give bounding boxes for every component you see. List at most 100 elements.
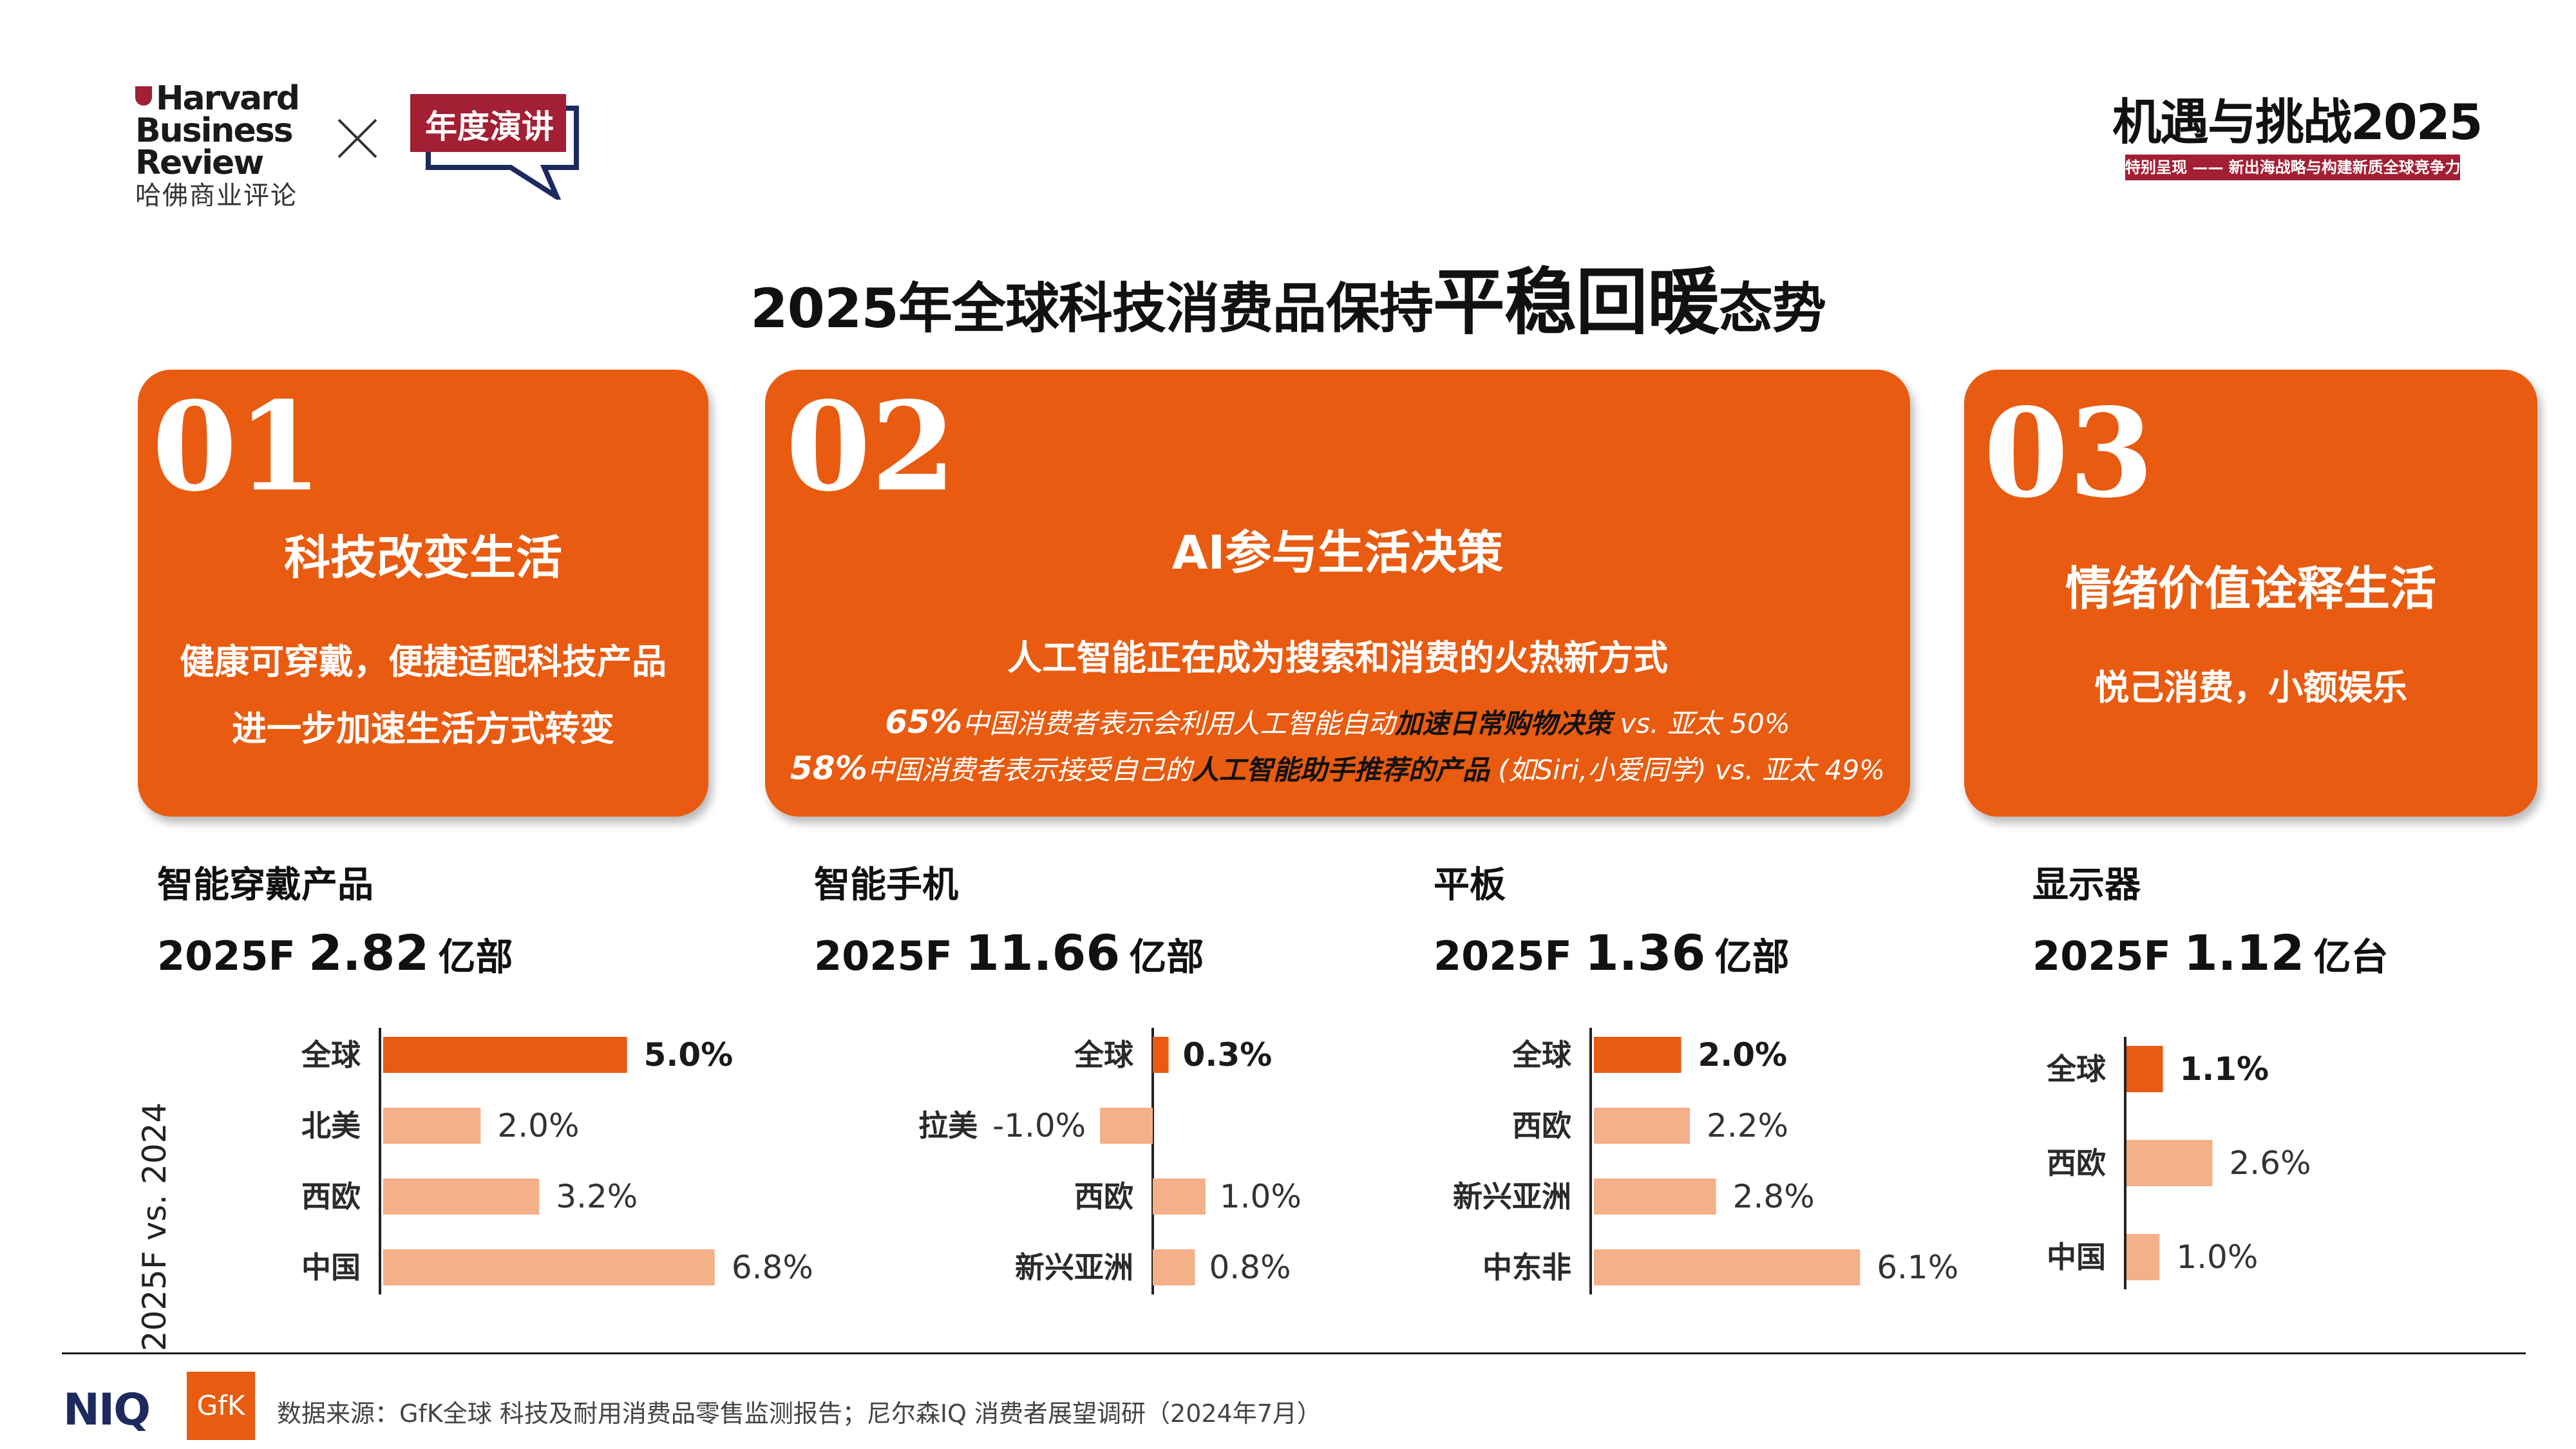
chart-3-unit: 亿部	[1714, 935, 1790, 979]
chart-1-value-label-2: 3.2%	[556, 1178, 638, 1215]
chart-2-total: 2025F 11.66 亿部	[814, 921, 1303, 985]
annual-speech-label: 年度演讲	[425, 108, 554, 146]
chart-1-category-3: 中国	[301, 1250, 361, 1285]
chart-2-unit: 亿部	[1129, 935, 1204, 979]
chart-3-category-3: 中东非	[1482, 1250, 1571, 1285]
smartphone-bar-chart: 全球 0.3% 拉美 -1.0% 西欧 1.0% 新兴亚洲 0.8%	[918, 1028, 1302, 1294]
event-subtitle: 特别呈现 —— 新出海战略与构建新质全球竞争力	[2125, 155, 2461, 180]
hbr-chinese-name: 哈佛商业评论	[135, 181, 298, 211]
tablet-bar-chart: 全球 2.0% 西欧 2.2% 新兴亚洲 2.8% 中东非 6.1%	[1453, 1028, 1958, 1294]
data-source-note: 数据来源：GfK全球 科技及耐用消费品零售监测报告；尼尔森IQ 消费者展望调研（…	[277, 1399, 1321, 1428]
page-title-emphasis: 平稳回暖	[1432, 261, 1719, 345]
chart-4-category-1: 西欧	[2047, 1146, 2106, 1180]
hbr-line-2: Business	[135, 111, 294, 150]
chart-3-value-label-1: 2.2%	[1707, 1107, 1788, 1144]
chart-4-bar-1	[2126, 1140, 2213, 1186]
card-01-title: 科技改变生活	[283, 531, 562, 585]
card-01-line-2: 进一步加速生活方式转变	[232, 708, 614, 749]
chart-3-value: 1.36	[1584, 924, 1706, 981]
stat-1-text: 中国消费者表示会利用人工智能自动	[962, 708, 1396, 739]
chart-2-value-label-2: 1.0%	[1220, 1178, 1302, 1215]
chart-3-total: 2025F 1.36 亿部	[1434, 921, 1923, 985]
chart-4-year: 2025F	[2032, 933, 2171, 980]
chart-1-category-2: 西欧	[301, 1179, 361, 1214]
hbr-shield-icon	[135, 86, 152, 106]
chart-1-unit: 亿部	[438, 935, 513, 979]
chart-4-category-2: 中国	[2047, 1240, 2106, 1274]
stat-2-percent: 58%	[790, 750, 867, 787]
chart-1-value-label-3: 6.8%	[732, 1249, 813, 1286]
chart-4-value-label-0: 1.1%	[2179, 1050, 2269, 1088]
chart-2-title: 智能手机	[814, 864, 958, 906]
stat-2-comparison: (如Siri,小爱同学) vs. 亚太 49%	[1489, 754, 1885, 786]
stat-1-highlight: 加速日常购物决策	[1395, 708, 1612, 739]
page-title-part3: 态势	[1718, 277, 1826, 340]
hbr-line-3: Review	[135, 144, 264, 182]
chart-4-title: 显示器	[2032, 864, 2141, 906]
cross-icon	[337, 118, 377, 158]
chart-3-category-1: 西欧	[1512, 1108, 1571, 1143]
chart-2-bar-1	[1100, 1108, 1153, 1144]
chart-4-bar-0	[2126, 1046, 2163, 1092]
card-02-title: AI参与生活决策	[1171, 526, 1504, 580]
hbr-line-1: Harvard	[156, 79, 300, 118]
chart-2-category-0: 全球	[1074, 1037, 1134, 1072]
chart-3-year: 2025F	[1434, 933, 1572, 980]
chart-4-category-0: 全球	[2046, 1052, 2107, 1086]
card-01: 01 科技改变生活 健康可穿戴，便捷适配科技产品 进一步加速生活方式转变	[138, 370, 708, 817]
stat-2-highlight: 人工智能助手推荐的产品	[1191, 754, 1490, 786]
chart-2-value: 11.66	[965, 924, 1121, 981]
event-title: 机遇与挑战2025	[2112, 93, 2483, 151]
chart-4-value-label-2: 1.0%	[2176, 1238, 2258, 1276]
wearables-bar-chart: 全球 5.0% 北美 2.0% 西欧 3.2% 中国 6.8%	[301, 1028, 813, 1294]
chart-2-value-label-0: 0.3%	[1183, 1036, 1273, 1074]
chart-3-bar-3	[1594, 1249, 1861, 1285]
chart-1-value-label-1: 2.0%	[497, 1107, 579, 1144]
card-03-title: 情绪价值诠释生活	[2065, 562, 2436, 616]
stat-2-text: 中国消费者表示接受自己的	[867, 754, 1192, 786]
chart-1-category-1: 北美	[301, 1108, 361, 1143]
chart-1-value: 2.82	[308, 924, 430, 981]
footer-divider	[62, 1352, 2526, 1354]
hbr-logo: Harvard Business Review 哈佛商业评论	[135, 82, 322, 213]
chart-2-category-3: 新兴亚洲	[1015, 1250, 1133, 1285]
page-title: 2025年全球科技消费品保持平稳回暖态势	[0, 258, 2576, 348]
niq-logo: NIQ	[63, 1385, 151, 1435]
chart-3-bar-2	[1594, 1179, 1716, 1215]
speech-bubble-icon	[410, 94, 579, 200]
chart-3-category-2: 新兴亚洲	[1453, 1179, 1571, 1214]
chart-4-unit: 亿台	[2313, 935, 2389, 979]
chart-3-category-0: 全球	[1511, 1037, 1572, 1072]
chart-2-category-2: 西欧	[1074, 1179, 1133, 1214]
card-01-line-1: 健康可穿戴，便捷适配科技产品	[180, 641, 667, 682]
chart-3-value-label-3: 6.1%	[1877, 1249, 1958, 1286]
card-02-number: 02	[786, 375, 956, 518]
card-02-stat-1: 65%中国消费者表示会利用人工智能自动加速日常购物决策 vs. 亚太 50%	[765, 699, 1910, 744]
chart-2-year: 2025F	[814, 933, 952, 980]
chart-1-total: 2025F 2.82 亿部	[157, 921, 647, 985]
chart-1-value-label-0: 5.0%	[644, 1036, 734, 1074]
chart-4-total: 2025F 1.12 亿台	[2032, 921, 2522, 985]
chart-2-value-label-3: 0.8%	[1209, 1249, 1291, 1286]
stat-1-comparison: vs. 亚太 50%	[1611, 708, 1790, 739]
chart-1-bar-0	[383, 1037, 627, 1073]
chart-2-bar-2	[1153, 1179, 1206, 1215]
chart-3-title: 平板	[1434, 864, 1506, 906]
card-03-line: 悦己消费，小额娱乐	[2094, 667, 2407, 708]
card-03-number: 03	[1984, 381, 2154, 525]
chart-1-title: 智能穿戴产品	[157, 864, 374, 906]
chart-2-category-1: 拉美	[918, 1108, 978, 1143]
card-02-subtitle: 人工智能正在成为搜索和消费的火热新方式	[1007, 638, 1668, 678]
chart-1-bar-3	[383, 1249, 715, 1285]
chart-4-bar-2	[2126, 1234, 2160, 1280]
chart-3-value-label-2: 2.8%	[1733, 1178, 1815, 1215]
card-02-stat-2: 58%中国消费者表示接受自己的人工智能助手推荐的产品 (如Siri,小爱同学) …	[765, 746, 1910, 791]
card-01-number: 01	[152, 375, 323, 518]
chart-4-value: 1.12	[2183, 924, 2305, 981]
page-title-part1: 2025年全球科技消费品保持	[750, 277, 1434, 340]
chart-3-bar-1	[1594, 1108, 1690, 1144]
chart-2-bar-0	[1153, 1037, 1169, 1073]
monitor-bar-chart: 全球 1.1% 西欧 2.6% 中国 1.0%	[2046, 1037, 2311, 1289]
chart-3-value-label-0: 2.0%	[1698, 1036, 1787, 1074]
chart-3-bar-0	[1594, 1037, 1681, 1073]
